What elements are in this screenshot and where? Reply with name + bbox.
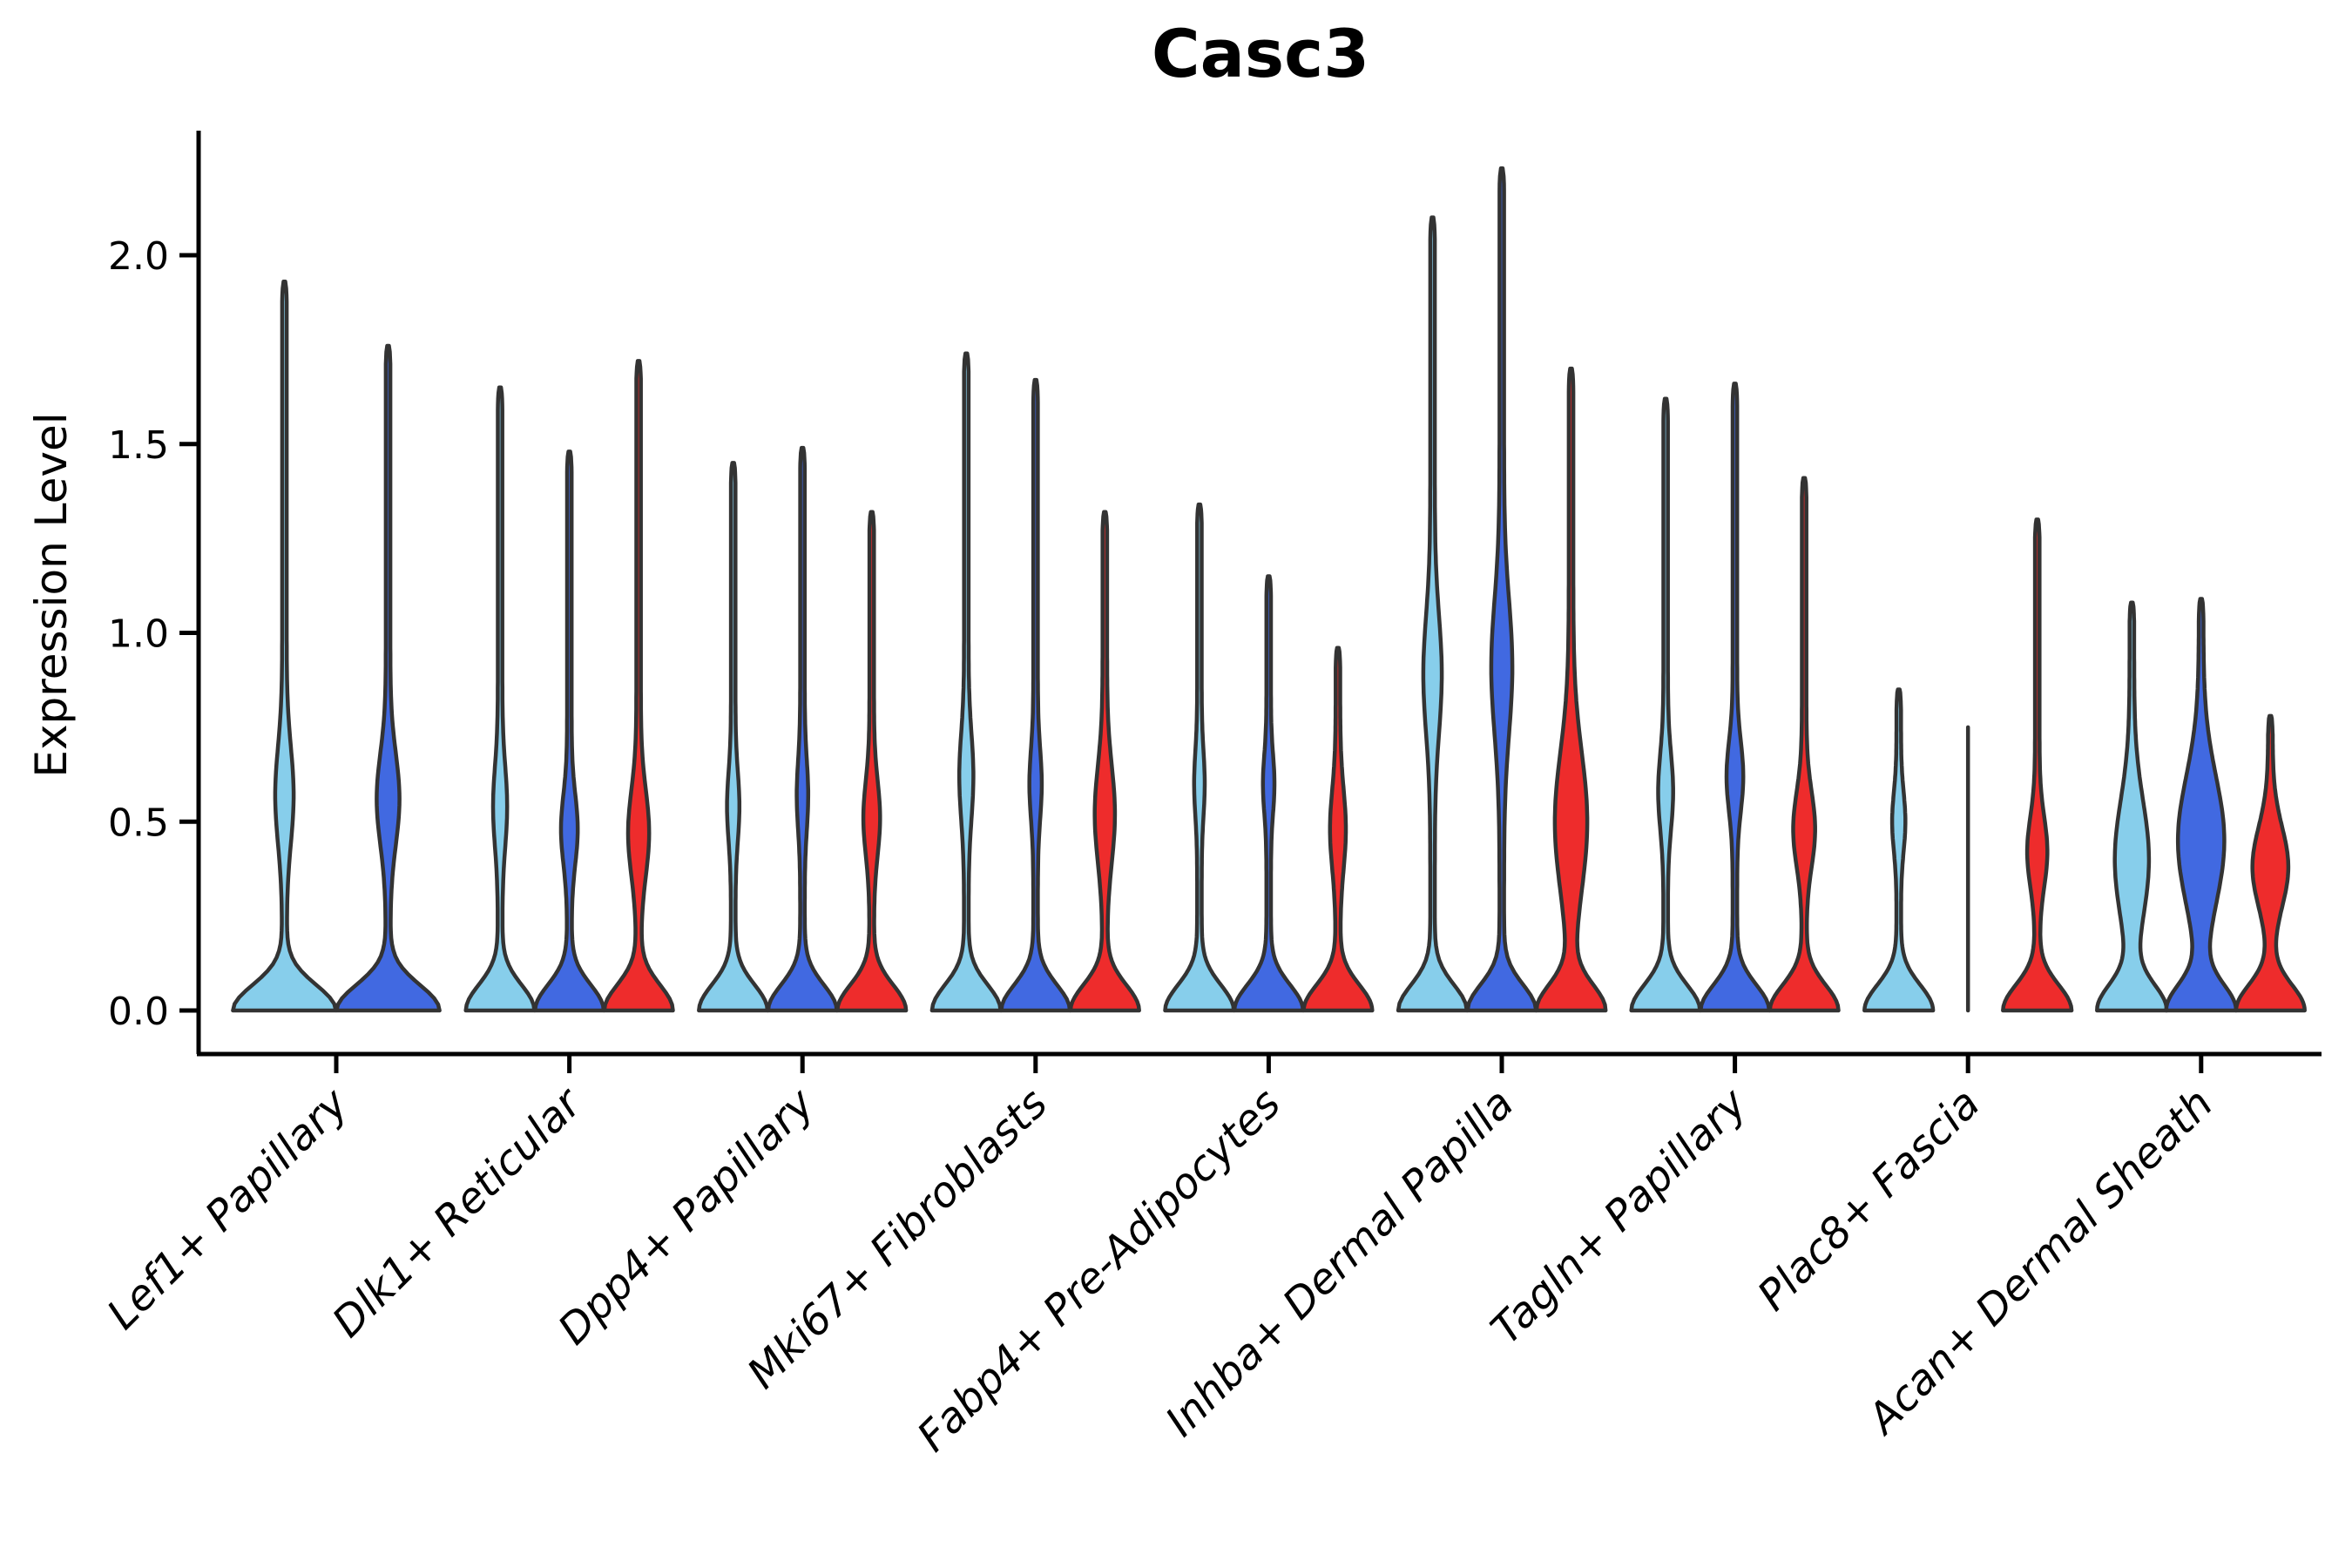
x-tick-label: Dlk1+ Reticular <box>323 1078 593 1348</box>
y-tick-label: 1.0 <box>108 612 169 657</box>
y-tick-label: 1.5 <box>108 423 169 468</box>
x-tick-label: Dpp4+ Papillary <box>549 1078 824 1354</box>
violin-2-1 <box>766 445 839 1013</box>
x-tick-label: Lef1+ Papillary <box>98 1078 358 1339</box>
violin-2-2 <box>835 510 909 1013</box>
violin-3-0 <box>929 351 1003 1013</box>
violin-6-1 <box>1698 382 1772 1013</box>
violin-8-0 <box>2095 600 2169 1013</box>
violin-8-1 <box>2164 597 2239 1013</box>
violin-3-2 <box>1068 510 1141 1013</box>
violins-layer <box>231 166 2307 1013</box>
y-axis-label: Expression Level <box>26 412 77 777</box>
violin-4-0 <box>1163 502 1236 1013</box>
violin-1-1 <box>532 449 606 1013</box>
axes-layer <box>179 131 2322 1073</box>
violin-5-1 <box>1465 166 1538 1013</box>
chart-title: Casc3 <box>1152 15 1369 92</box>
violin-7-2 <box>2001 517 2074 1013</box>
violin-4-2 <box>1301 645 1375 1013</box>
violin-8-2 <box>2234 713 2307 1013</box>
x-tick-label: Tagln+ Papillary <box>1482 1078 1757 1354</box>
violin-6-2 <box>1767 476 1841 1013</box>
violin-5-0 <box>1396 215 1470 1013</box>
violin-6-0 <box>1629 396 1702 1013</box>
violin-5-2 <box>1534 366 1608 1013</box>
y-tick-label: 0.5 <box>108 801 169 845</box>
y-tick-label: 2.0 <box>108 234 169 279</box>
violin-0-0 <box>231 280 338 1013</box>
violin-0-1 <box>335 343 442 1013</box>
violin-1-0 <box>463 385 537 1013</box>
y-tick-label: 0.0 <box>108 990 169 1034</box>
x-tick-label: Plac8+ Fascia <box>1748 1079 1990 1321</box>
violin-4-1 <box>1232 574 1306 1013</box>
violin-7-0 <box>1862 687 1936 1013</box>
violin-1-2 <box>602 359 675 1013</box>
violin-3-1 <box>999 377 1072 1013</box>
violin-2-0 <box>697 461 770 1013</box>
